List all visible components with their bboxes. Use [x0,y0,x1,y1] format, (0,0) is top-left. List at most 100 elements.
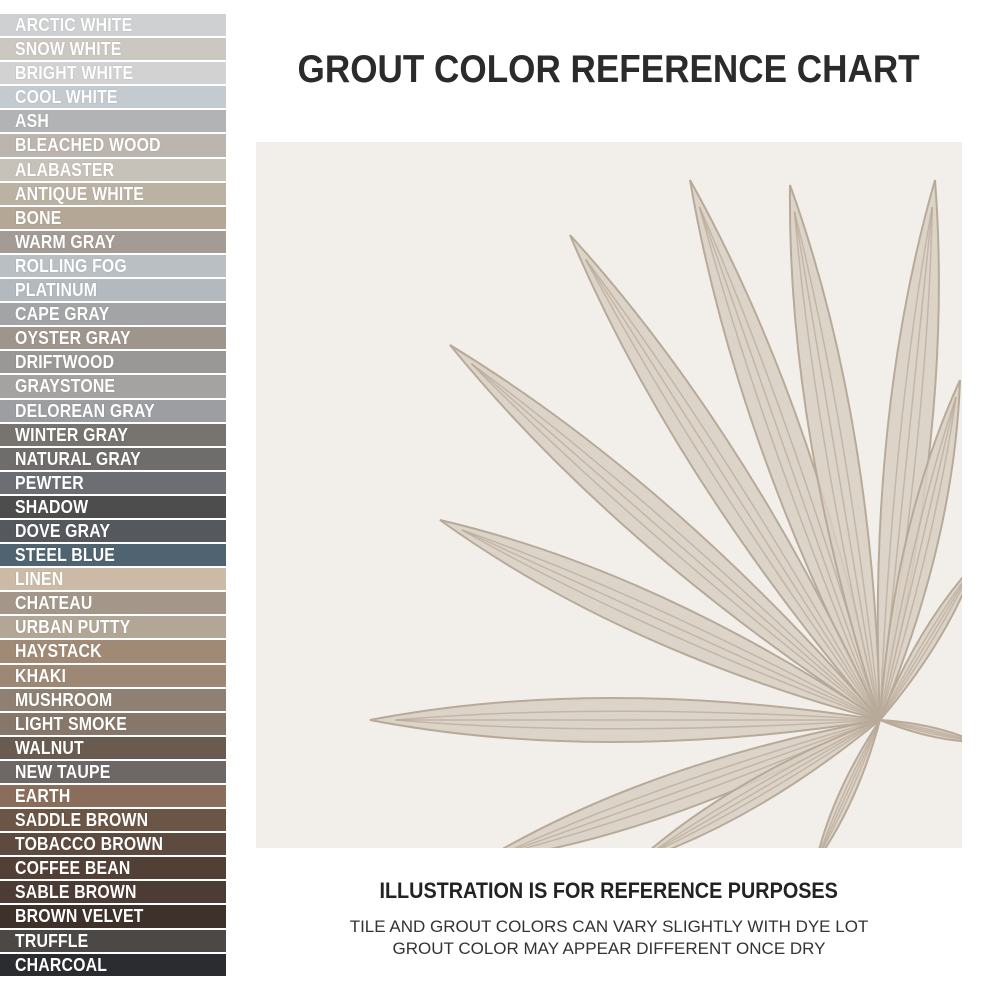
swatch-label: DOVE GRAY [15,520,111,541]
swatch-label: WARM GRAY [15,231,116,252]
swatch-arctic-white: ARCTIC WHITE [0,14,226,37]
swatch-platinum: PLATINUM [0,279,226,302]
petal-vein [821,719,881,848]
swatch-label: BLEACHED WOOD [15,135,161,156]
swatch-label: COOL WHITE [15,87,118,108]
swatch-cape-gray: CAPE GRAY [0,303,226,326]
petal-vein [820,719,881,848]
swatch-label: ANTIQUE WHITE [15,183,145,204]
swatch-new-taupe: NEW TAUPE [0,760,226,783]
swatch-label: ASH [15,111,49,132]
petal-vein [395,719,881,730]
swatch-label: WINTER GRAY [15,424,129,445]
petal-vein [461,529,881,721]
caption-heading: ILLUSTRATION IS FOR REFERENCE PURPOSES [256,878,962,904]
swatch-warm-gray: WARM GRAY [0,230,226,253]
swatch-chateau: CHATEAU [0,592,226,615]
petal-vein [879,206,933,721]
swatch-label: TRUFFLE [15,930,89,951]
swatch-label: BRIGHT WHITE [15,63,134,84]
swatch-snow-white: SNOW WHITE [0,38,226,61]
petal-vein [879,396,957,721]
swatch-ash: ASH [0,110,226,133]
swatch-khaki: KHAKI [0,664,226,687]
swatch-graystone: GRAYSTONE [0,375,226,398]
swatch-label: NEW TAUPE [15,761,111,782]
petal-vein [879,396,957,721]
petal-vein [879,719,962,741]
swatch-label: ARCTIC WHITE [15,15,133,35]
swatch-label: ROLLING FOG [15,255,127,276]
swatch-winter-gray: WINTER GRAY [0,423,226,446]
caption-line-1: TILE AND GROUT COLORS CAN VARY SLIGHTLY … [349,917,869,936]
swatch-label: STEEL BLUE [15,545,116,566]
petal-vein [658,719,881,848]
swatch-label: PLATINUM [15,280,98,301]
petal-vein [395,710,881,721]
swatch-label: WALNUT [15,737,84,758]
swatch-pewter: PEWTER [0,471,226,494]
swatch-label: SADDLE BROWN [15,810,149,831]
caption-line-2: GROUT COLOR MAY APPEAR DIFFERENT ONCE DR… [392,939,826,958]
swatch-walnut: WALNUT [0,736,226,759]
caption-heading-text: ILLUSTRATION IS FOR REFERENCE PURPOSES [379,878,839,903]
petal-vein [879,581,962,721]
swatch-steel-blue: STEEL BLUE [0,544,226,567]
swatch-bleached-wood: BLEACHED WOOD [0,134,226,157]
swatch-label: HAYSTACK [15,641,102,662]
petal-vein [471,363,881,721]
swatch-shadow: SHADOW [0,495,226,518]
swatch-sable-brown: SABLE BROWN [0,881,226,904]
swatch-antique-white: ANTIQUE WHITE [0,182,226,205]
swatch-label: LINEN [15,569,64,590]
petal-vein [461,529,881,721]
petal-vein [471,363,881,721]
swatch-label: CHATEAU [15,593,93,614]
petal-vein [584,258,881,721]
petal-vein [822,719,881,848]
petal-vein [584,258,881,721]
swatch-label: CAPE GRAY [15,304,110,325]
swatch-label: COFFEE BEAN [15,858,131,879]
swatch-haystack: HAYSTACK [0,640,226,663]
petal-vein [513,719,881,848]
petal-vein [698,206,881,721]
swatch-mushroom: MUSHROOM [0,688,226,711]
swatch-brown-velvet: BROWN VELVET [0,905,226,928]
swatch-label: CHARCOAL [15,954,108,975]
petal-vein [879,396,957,721]
swatch-label: SHADOW [15,496,89,517]
swatch-label: DRIFTWOOD [15,352,115,373]
swatch-label: SABLE BROWN [15,882,137,903]
swatch-label: OYSTER GRAY [15,328,131,349]
swatch-label: NATURAL GRAY [15,448,141,469]
petal-vein [698,206,881,721]
swatch-earth: EARTH [0,785,226,808]
petal-vein [470,363,881,721]
swatch-label: URBAN PUTTY [15,617,131,638]
swatch-label: EARTH [15,786,71,806]
swatch-label: SNOW WHITE [15,39,122,60]
swatch-bright-white: BRIGHT WHITE [0,62,226,85]
swatch-rolling-fog: ROLLING FOG [0,254,226,278]
swatch-label: BONE [15,207,62,228]
swatch-label: ALABASTER [15,159,115,180]
swatch-urban-putty: URBAN PUTTY [0,616,226,639]
petal-vein [584,258,881,721]
swatch-label: TOBACCO BROWN [15,834,164,855]
swatch-truffle: TRUFFLE [0,929,226,952]
flower-illustration [369,179,962,848]
swatch-natural-gray: NATURAL GRAY [0,447,226,470]
petal-vein [517,719,881,848]
petal-vein [461,529,881,721]
swatch-alabaster: ALABASTER [0,158,226,181]
title-text: GROUT COLOR REFERENCE CHART [297,48,921,91]
swatch-delorean-gray: DELOREAN GRAY [0,399,226,422]
swatch-label: KHAKI [15,665,67,686]
swatch-driftwood: DRIFTWOOD [0,351,226,374]
petal-vein [879,583,962,721]
petal-vein [660,719,881,848]
swatch-coffee-bean: COFFEE BEAN [0,857,226,880]
petal-vein [793,211,881,721]
petal-vein [793,211,881,721]
